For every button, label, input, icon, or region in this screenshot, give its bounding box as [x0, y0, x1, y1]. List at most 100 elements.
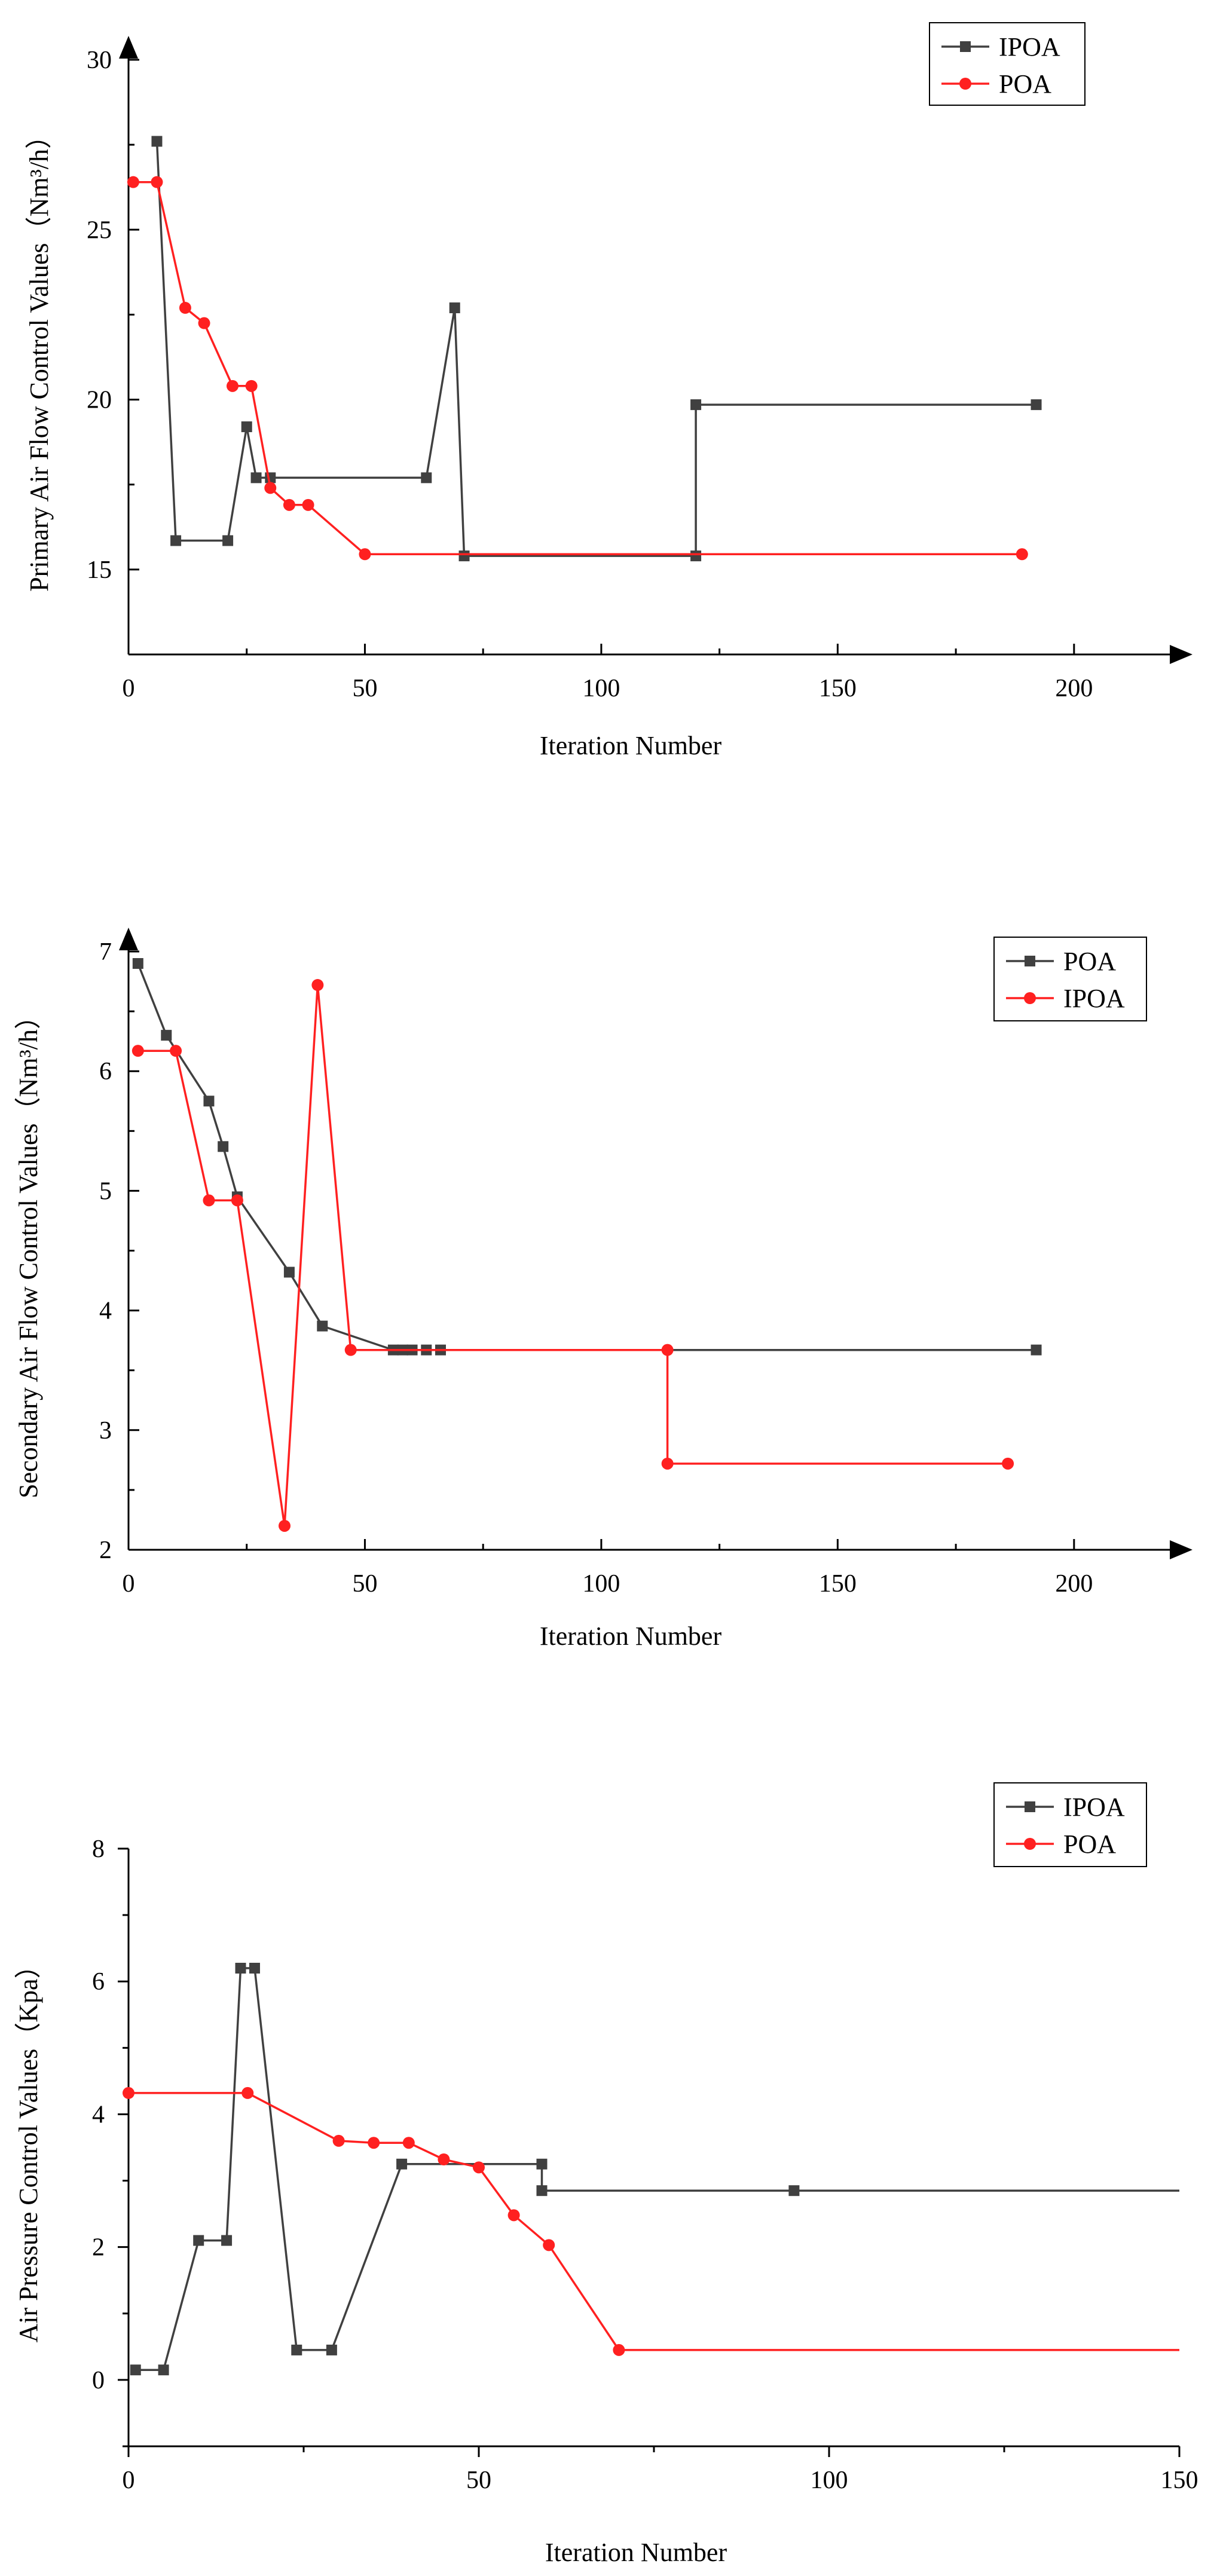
series-line [155, 141, 1036, 557]
x-tick-label: 100 [811, 2467, 848, 2494]
data-point-circle [1002, 1457, 1014, 1470]
x-axis-title: Iteration Number [540, 731, 722, 760]
y-tick-label: 4 [99, 1298, 112, 1325]
x-tick-label: 100 [582, 1570, 620, 1598]
data-point-circle [302, 498, 314, 511]
legend-box [993, 1782, 1147, 1867]
y-tick-label: 2 [92, 2234, 105, 2262]
y-tick-label: 5 [99, 1177, 112, 1205]
legend-label: IPOA [1063, 1792, 1125, 1822]
y-tick-label: 7 [99, 938, 112, 966]
data-point-square [690, 550, 702, 562]
legend-label: IPOA [999, 32, 1060, 62]
data-point-square [221, 2235, 233, 2246]
data-point-square [788, 2185, 800, 2196]
legend: IPOA POA [993, 1782, 1147, 1867]
series-poa [132, 958, 1042, 1356]
y-tick-label: 6 [92, 1968, 105, 1996]
data-point-circle [123, 2087, 134, 2099]
data-point-circle [179, 302, 191, 314]
x-tick-label: 200 [1055, 1570, 1093, 1598]
x-tick-label: 0 [123, 2467, 135, 2494]
x-axis-title: Iteration Number [545, 2538, 727, 2567]
data-point-circle [227, 380, 239, 392]
x-axis-arrow [1170, 645, 1193, 664]
data-point-circle [241, 2087, 254, 2099]
data-point-circle [203, 1194, 215, 1207]
data-point-square [218, 1141, 229, 1152]
series-ipoa [130, 1963, 1179, 2376]
data-point-square [458, 550, 470, 562]
data-point-square [291, 2344, 302, 2355]
data-point-square [132, 958, 143, 969]
legend-label: POA [999, 69, 1051, 99]
data-point-circle [661, 1344, 674, 1356]
x-tick-label: 0 [123, 1570, 135, 1598]
data-point-square [396, 2158, 408, 2170]
data-point-circle [151, 176, 163, 188]
x-tick-label: 50 [466, 2467, 491, 2494]
legend-box [993, 937, 1147, 1021]
chart-primary-air-flow: 0 50 100 150 200 15 20 25 30 Iteration Number Prim… [25, 22, 1193, 760]
y-axis-arrow [119, 36, 138, 59]
data-point-square [283, 1266, 295, 1278]
series-poa [123, 2087, 1179, 2356]
legend-swatch-marker [1024, 1838, 1036, 1850]
y-tick-label: 8 [92, 1835, 105, 1863]
y-axis-title: Primary Air Flow Control Values（Nm³/h） [25, 123, 54, 592]
data-point-circle [661, 1457, 674, 1470]
legend-swatch-marker [1024, 992, 1036, 1004]
legend-box [929, 22, 1086, 106]
data-point-square [421, 472, 432, 484]
data-point-circle [438, 2153, 450, 2165]
data-point-circle [311, 979, 324, 992]
data-point-square [222, 535, 234, 546]
x-tick-label: 100 [582, 675, 620, 702]
legend: IPOA POA [929, 22, 1086, 106]
y-axis-title: Secondary Air Flow Control Values（Nm³/h） [14, 1003, 43, 1498]
data-point-square [536, 2185, 548, 2196]
chart-secondary-air-flow: 0 50 100 150 200 2 3 4 5 6 7 Iteration Number Second… [14, 928, 1193, 1651]
y-tick-label: 20 [87, 387, 112, 414]
series-ipoa [132, 979, 1014, 1532]
data-point-circle [359, 548, 371, 561]
data-point-square [241, 421, 252, 433]
data-point-square [317, 1320, 328, 1332]
y-tick-label: 15 [87, 556, 112, 584]
x-axis-title: Iteration Number [540, 1622, 722, 1651]
y-tick-label: 25 [87, 216, 112, 244]
x-tick-label: 150 [819, 1570, 857, 1598]
data-point-circle [1016, 548, 1028, 561]
data-point-circle [127, 176, 139, 188]
legend: POA IPOA [993, 937, 1147, 1021]
data-point-square [1031, 1344, 1042, 1356]
x-tick-label: 50 [352, 675, 377, 702]
data-point-circle [245, 380, 258, 392]
legend-label: POA [1063, 1829, 1116, 1859]
x-tick-label: 50 [352, 1570, 377, 1598]
data-point-circle [543, 2239, 555, 2251]
x-tick-label: 0 [123, 675, 135, 702]
data-point-circle [198, 317, 210, 329]
legend-swatch-marker [960, 41, 971, 52]
series-poa [127, 176, 1028, 561]
data-point-square [235, 1963, 246, 1974]
data-point-circle [344, 1344, 357, 1356]
y-tick-label: 2 [99, 1537, 112, 1564]
legend-label: IPOA [1063, 984, 1125, 1013]
data-point-circle [332, 2134, 345, 2147]
data-point-circle [283, 498, 295, 511]
data-point-circle [264, 482, 277, 494]
data-point-circle [507, 2209, 520, 2222]
x-axis-arrow [1170, 1540, 1193, 1559]
data-point-square [265, 472, 276, 484]
data-point-square [536, 2158, 548, 2170]
data-point-square [250, 472, 262, 484]
series-line [137, 984, 1008, 1527]
chart-air-pressure: 0 50 100 150 0 2 4 6 8 Iteration Number Air Pressu… [14, 1782, 1198, 2567]
data-point-square [326, 2344, 337, 2355]
legend-label: POA [1063, 947, 1116, 976]
y-axis-arrow [119, 928, 138, 950]
x-tick-label: 150 [819, 675, 857, 702]
